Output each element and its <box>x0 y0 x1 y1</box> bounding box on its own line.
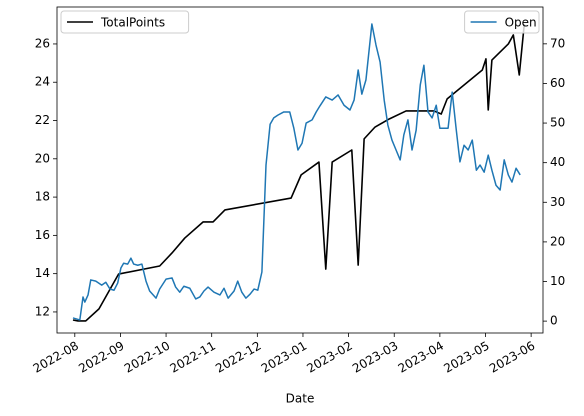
y2-tick-label: 30 <box>550 195 565 209</box>
y-tick-label: 14 <box>35 266 50 280</box>
x-tick-label: 2022-09 <box>76 339 126 376</box>
y2-tick-label: 40 <box>550 155 565 169</box>
x-axis-label: Date <box>286 392 315 406</box>
legend-label: TotalPoints <box>100 16 165 30</box>
x-tick-label: 2022-10 <box>122 339 172 376</box>
x-tick-label: 2023-06 <box>487 339 537 376</box>
x-tick-label: 2022-11 <box>168 339 218 376</box>
series-line <box>72 23 521 321</box>
y-tick-label: 12 <box>35 304 50 318</box>
series-line <box>72 23 526 322</box>
y2-tick-label: 50 <box>550 116 565 130</box>
legend-box <box>464 10 540 34</box>
y-tick-label: 22 <box>35 113 50 127</box>
y-tick-label: 26 <box>35 36 50 50</box>
y-tick-label: 16 <box>35 228 50 242</box>
legend-box <box>60 10 190 34</box>
y-tick-label: 18 <box>35 190 50 204</box>
legend-label: Open <box>505 16 537 30</box>
y2-tick-label: 0 <box>550 314 558 328</box>
x-tick-label: 2023-01 <box>259 339 309 376</box>
y2-tick-label: 60 <box>550 76 565 90</box>
x-tick-label: 2023-02 <box>304 339 354 376</box>
x-tick-label: 2022-12 <box>213 339 263 376</box>
x-tick-label: 2023-05 <box>441 339 491 376</box>
y-tick-label: 20 <box>35 151 50 165</box>
y2-tick-label: 10 <box>550 274 565 288</box>
x-tick-label: 2023-04 <box>396 339 446 376</box>
y2-tick-label: 20 <box>550 234 565 248</box>
x-tick-label: 2022-08 <box>31 339 81 376</box>
plot-frame <box>56 6 544 334</box>
y-tick-label: 24 <box>35 75 50 89</box>
y2-tick-label: 70 <box>550 36 565 50</box>
x-tick-label: 2023-03 <box>350 339 400 376</box>
